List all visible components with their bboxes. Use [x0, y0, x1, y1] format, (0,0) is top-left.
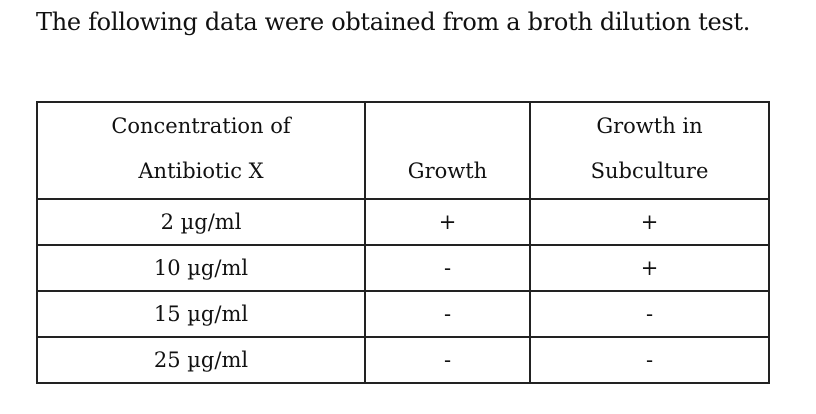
table-cell: -	[364, 244, 531, 292]
header-line: Subculture	[590, 159, 709, 183]
table-cell: 10 µg/ml	[36, 244, 366, 292]
table-cell: +	[529, 244, 770, 292]
table-row: 25 µg/ml - -	[36, 336, 770, 384]
header-line: Growth in	[596, 114, 703, 138]
table-row: 10 µg/ml - +	[36, 244, 770, 292]
table-cell: 15 µg/ml	[36, 290, 366, 338]
table-cell: 2 µg/ml	[36, 198, 366, 246]
header-line: Concentration of	[111, 114, 291, 138]
header-cell: Growth	[364, 101, 531, 200]
table-row: 15 µg/ml - -	[36, 290, 770, 338]
table-row: 2 µg/ml + +	[36, 198, 770, 246]
table-body: 2 µg/ml + +10 µg/ml - +15 µg/ml - -25 µg/ml - -	[36, 198, 770, 384]
title: The following data were obtained from a …	[36, 8, 751, 36]
table-head: Concentration of Antibiotic X Growth Growth…	[36, 101, 770, 200]
header-row: Concentration of Antibiotic X Growth Growth…	[36, 101, 770, 200]
table-cell: +	[364, 198, 531, 246]
table-cell: 25 µg/ml	[36, 336, 366, 384]
header-line: Growth	[407, 159, 488, 183]
table-cell: -	[529, 290, 770, 338]
header-cell: Growth in Subculture	[529, 101, 770, 200]
table-cell: -	[529, 336, 770, 384]
header-cell: Concentration of Antibiotic X	[36, 101, 366, 200]
table-cell: +	[529, 198, 770, 246]
table-cell: -	[364, 290, 531, 338]
table-cell: -	[364, 336, 531, 384]
header-line: Antibiotic X	[138, 159, 264, 183]
data-table: Concentration of Antibiotic X Growth Growth…	[36, 101, 770, 384]
